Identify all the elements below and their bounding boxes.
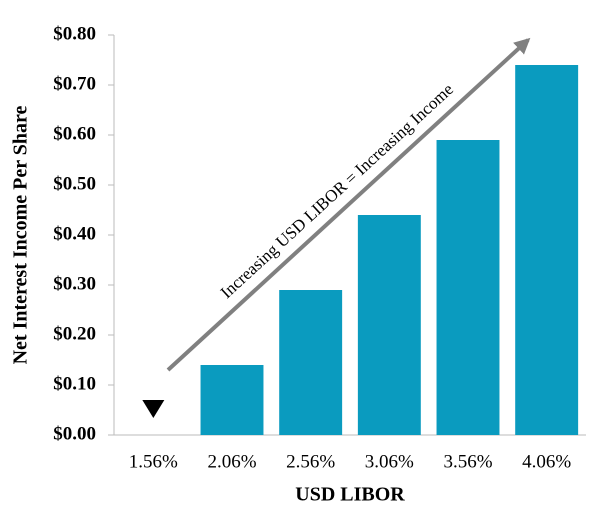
y-tick-label: $0.10	[53, 373, 96, 394]
bar	[279, 290, 343, 435]
bar	[200, 365, 264, 435]
y-axis-title: Net Interest Income Per Share	[10, 105, 32, 364]
bar	[515, 65, 579, 435]
x-axis-title: USD LIBOR	[295, 484, 405, 506]
x-tick-label: 4.06%	[522, 451, 571, 472]
y-tick-label: $0.20	[53, 323, 96, 344]
x-tick-label: 3.06%	[365, 451, 414, 472]
y-tick-label: $0.30	[53, 273, 96, 294]
bar	[436, 140, 500, 435]
y-tick-label: $0.00	[53, 423, 96, 444]
y-tick-label: $0.50	[53, 173, 96, 194]
y-tick-label: $0.40	[53, 223, 96, 244]
y-tick-label: $0.60	[53, 123, 96, 144]
trend-arrow	[166, 37, 531, 372]
x-tick-label: 2.56%	[286, 451, 335, 472]
annotation: Increasing USD LIBOR = Increasing Income	[217, 80, 457, 302]
x-tick-label: 1.56%	[129, 451, 178, 472]
x-tick-label: 3.56%	[443, 451, 492, 472]
bar	[357, 215, 421, 435]
zero-marker	[142, 400, 165, 418]
x-tick-label: 2.06%	[207, 451, 256, 472]
y-tick-label: $0.80	[53, 23, 96, 44]
y-tick-label: $0.70	[53, 73, 96, 94]
